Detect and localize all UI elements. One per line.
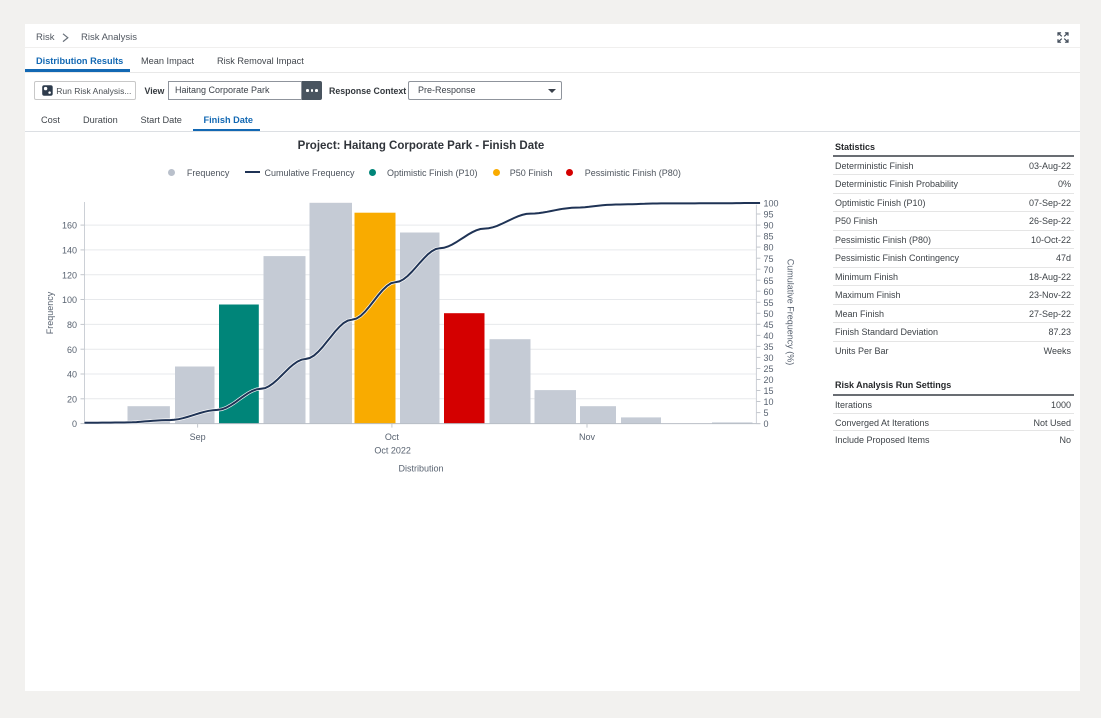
- svg-text:Distribution: Distribution: [398, 464, 443, 474]
- svg-text:Oct: Oct: [385, 432, 400, 442]
- svg-text:95: 95: [764, 210, 774, 220]
- svg-text:100: 100: [764, 199, 779, 209]
- svg-text:10: 10: [764, 397, 774, 407]
- svg-text:Cumulative Frequency (%): Cumulative Frequency (%): [786, 259, 796, 366]
- svg-text:Oct 2022: Oct 2022: [374, 445, 411, 455]
- svg-text:75: 75: [764, 254, 774, 264]
- svg-text:40: 40: [67, 370, 77, 380]
- svg-text:30: 30: [764, 353, 774, 363]
- svg-text:25: 25: [764, 364, 774, 374]
- svg-text:Sep: Sep: [190, 432, 206, 442]
- svg-text:50: 50: [764, 309, 774, 319]
- svg-text:40: 40: [764, 331, 774, 341]
- svg-text:60: 60: [764, 287, 774, 297]
- svg-text:70: 70: [764, 265, 774, 275]
- svg-text:80: 80: [764, 243, 774, 253]
- svg-text:15: 15: [764, 386, 774, 396]
- svg-text:0: 0: [764, 419, 769, 429]
- svg-text:55: 55: [764, 298, 774, 308]
- svg-text:65: 65: [764, 276, 774, 286]
- svg-text:5: 5: [764, 408, 769, 418]
- svg-text:90: 90: [764, 221, 774, 231]
- svg-text:160: 160: [62, 221, 77, 231]
- svg-text:Frequency: Frequency: [45, 291, 55, 334]
- svg-text:20: 20: [764, 375, 774, 385]
- svg-text:120: 120: [62, 270, 77, 280]
- svg-text:60: 60: [67, 345, 77, 355]
- svg-text:45: 45: [764, 320, 774, 330]
- svg-text:100: 100: [62, 295, 77, 305]
- svg-text:20: 20: [67, 394, 77, 404]
- svg-text:80: 80: [67, 320, 77, 330]
- svg-text:35: 35: [764, 342, 774, 352]
- svg-text:0: 0: [72, 419, 77, 429]
- svg-text:Nov: Nov: [579, 432, 596, 442]
- svg-text:140: 140: [62, 246, 77, 256]
- svg-text:85: 85: [764, 232, 774, 242]
